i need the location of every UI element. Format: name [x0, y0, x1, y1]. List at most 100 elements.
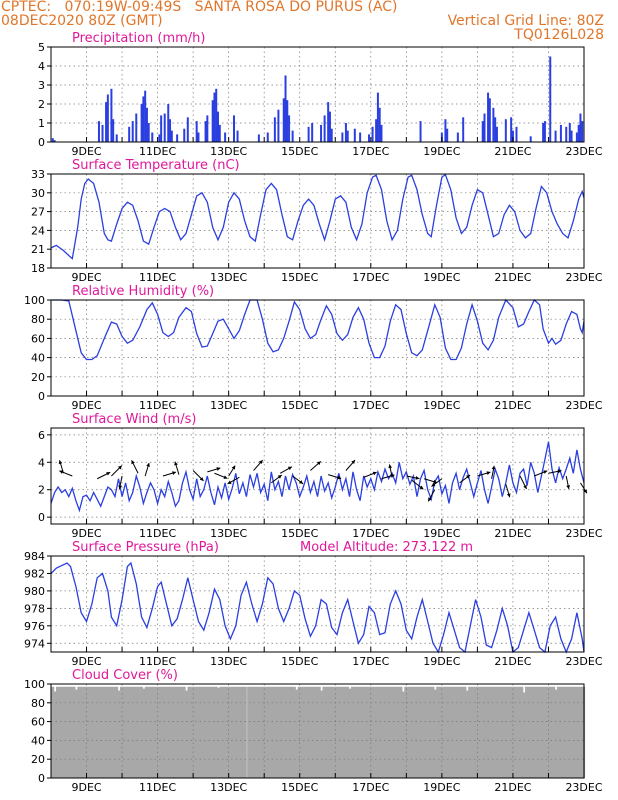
temp-series-line [50, 173, 585, 260]
cloud-bar [276, 686, 279, 778]
precip-bar [266, 132, 269, 142]
cloud-bar [226, 686, 228, 778]
cloud-bar [95, 686, 97, 778]
cloud-bar [225, 686, 227, 778]
cloud-bar [394, 686, 397, 778]
cloud-bar [292, 686, 294, 778]
cloud-bar [400, 686, 402, 778]
cloud-bar [556, 686, 559, 778]
cloud-bar [267, 686, 269, 778]
cloud-bar [487, 686, 489, 778]
cloud-bar [260, 686, 262, 778]
cloud-bar [264, 686, 267, 778]
cloud-bar [417, 686, 419, 778]
cloud-bar [357, 686, 359, 778]
cloud-bar [255, 686, 257, 778]
cloud-bar [485, 686, 487, 778]
pressure-ytick-label: 978 [24, 602, 45, 615]
precip-bar [456, 132, 459, 142]
cloud-bar [543, 686, 545, 778]
cloud-bar [355, 686, 357, 778]
cloud-bar [577, 686, 579, 778]
cloud-xtick-label: 15DEC [281, 781, 318, 794]
cloud-bar [422, 686, 424, 778]
cloud-bar [530, 686, 532, 778]
cloud-bar [435, 689, 437, 778]
cloud-bar [299, 686, 301, 778]
precip-bar [97, 121, 100, 142]
precip-bar [115, 134, 118, 142]
cloud-bar [401, 686, 403, 778]
precip-ytick-label: 1 [38, 117, 45, 130]
wind-arrowhead [223, 475, 228, 479]
cloud-bar [82, 686, 84, 778]
cloud-bar [77, 686, 79, 778]
cloud-bar [466, 690, 468, 778]
cloud-bar [510, 686, 512, 778]
cloud-bar [504, 686, 506, 778]
cloud-bar [534, 686, 536, 778]
precip-bar [282, 98, 285, 142]
cloud-bar [171, 686, 173, 778]
cloud-bar [480, 686, 482, 778]
cloud-bar [229, 686, 231, 778]
wind-arrowhead [523, 485, 527, 489]
cloud-bar [452, 686, 454, 778]
cloud-bar [166, 686, 168, 778]
cloud-bar [584, 686, 586, 778]
cloud-bar [203, 686, 205, 778]
cloud-bar [379, 686, 381, 778]
precip-bar [236, 130, 239, 142]
cloud-bar [522, 692, 524, 778]
cloud-bar [500, 686, 502, 778]
cloud-bar [321, 690, 323, 778]
temp-xtick-label: 11DEC [139, 271, 176, 284]
cloud-bar [111, 686, 113, 778]
cloud-bar [544, 686, 547, 778]
cloud-bar [360, 686, 362, 778]
pressure-xtick-label: 15DEC [281, 655, 318, 668]
cloud-bar [475, 686, 478, 778]
cloud-bar [210, 686, 213, 778]
cloud-bar [500, 686, 502, 778]
cloud-bar [105, 686, 107, 778]
cloud-bar [269, 686, 271, 778]
wind-arrowhead [59, 470, 64, 474]
precip-bar [376, 92, 379, 142]
cloud-bar [498, 686, 500, 778]
cloud-bar [376, 686, 378, 778]
cloud-bar [118, 690, 120, 778]
wind-ytick-label: 4 [38, 456, 45, 469]
cloud-bar [426, 686, 429, 778]
cloud-bar [58, 686, 60, 778]
cloud-bar [344, 686, 346, 778]
wind-arrowhead [419, 485, 424, 490]
cloud-bar [83, 686, 85, 778]
cloud-bar [519, 686, 521, 778]
cloud-bar [173, 686, 176, 778]
cloud-bar [427, 686, 429, 778]
cloud-bar [374, 686, 376, 778]
cloud-bar [483, 686, 485, 778]
cloud-bar [503, 686, 505, 778]
cloud-bar [480, 686, 483, 778]
header-grid-line: Vertical Grid Line: 80Z [447, 13, 604, 29]
cloud-bar [539, 686, 541, 778]
cloud-bar [515, 686, 517, 778]
cloud-bar [295, 689, 297, 778]
cloud-bar [378, 686, 380, 778]
precip-bar [579, 113, 582, 142]
cloud-bar [380, 686, 382, 778]
cloud-bar [197, 686, 199, 778]
cloud-bar [579, 686, 581, 778]
cloud-bar [486, 686, 488, 778]
cloud-bar [65, 686, 68, 778]
cloud-bar [163, 686, 165, 778]
cloud-bar [441, 686, 443, 778]
cloud-bar [149, 686, 151, 778]
wind-xtick-label: 9DEC [71, 527, 101, 540]
cloud-bar [283, 686, 285, 778]
cloud-bar [493, 686, 495, 778]
cloud-bar [109, 686, 112, 778]
cloud-bar [228, 686, 230, 778]
